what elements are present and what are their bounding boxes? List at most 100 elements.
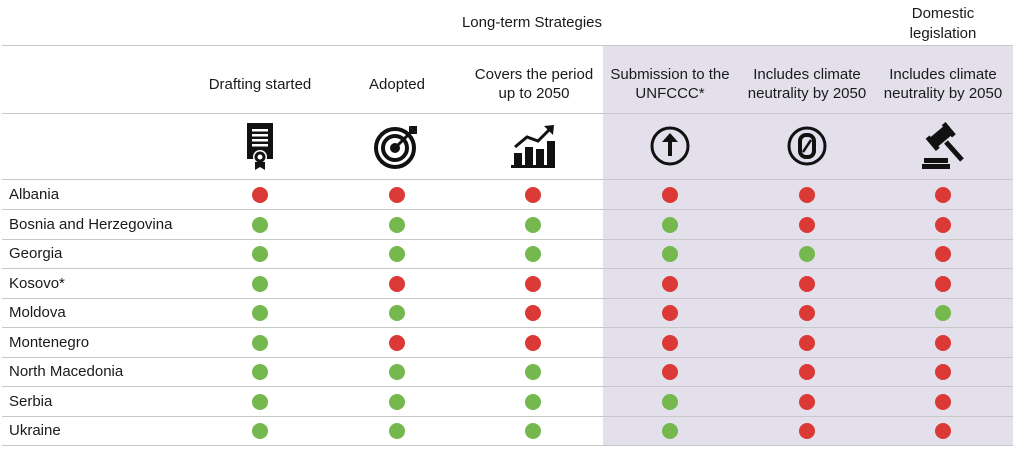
divider bbox=[2, 45, 1013, 46]
status-dot-red bbox=[935, 187, 951, 203]
upload-arrow-icon bbox=[645, 120, 695, 172]
status-dot-green bbox=[252, 275, 268, 292]
row-divider bbox=[2, 297, 1013, 299]
country-name: Albania bbox=[9, 186, 60, 203]
status-dot-red bbox=[389, 334, 405, 351]
divider bbox=[2, 113, 1013, 114]
status-dot-green bbox=[525, 393, 541, 410]
column-header: Covers the period up to 2050 bbox=[474, 66, 594, 102]
country-name: Kosovo* bbox=[9, 274, 65, 292]
status-dot-green bbox=[252, 364, 268, 380]
status-dot-red bbox=[525, 305, 541, 321]
status-dot-red bbox=[525, 334, 541, 351]
status-dot-green bbox=[662, 393, 678, 410]
status-dot-red bbox=[799, 216, 815, 233]
status-dot-green bbox=[389, 305, 405, 321]
status-dot-green bbox=[389, 423, 405, 439]
table-row: Montenegro bbox=[0, 328, 1013, 358]
status-dot-green bbox=[662, 423, 678, 439]
status-dot-red bbox=[799, 423, 815, 439]
growth-chart-icon bbox=[508, 120, 558, 172]
row-divider bbox=[2, 209, 1013, 210]
status-dot-green bbox=[389, 364, 405, 380]
status-dot-green bbox=[525, 423, 541, 439]
column-header: Drafting started bbox=[208, 75, 312, 93]
column-header: Adopted bbox=[369, 75, 425, 93]
column-header: Includes climate neutrality by 2050 bbox=[747, 66, 867, 102]
status-dot-red bbox=[389, 275, 405, 292]
status-dot-red bbox=[935, 393, 951, 410]
status-dot-green bbox=[252, 216, 268, 233]
column-header: Submission to the UNFCCC* bbox=[610, 66, 730, 102]
status-dot-red bbox=[935, 334, 951, 351]
group-header-long-term-strategies: Long-term Strategies bbox=[461, 14, 603, 31]
status-dot-red bbox=[799, 393, 815, 410]
table-row: Moldova bbox=[0, 298, 1013, 328]
table-row: Ukraine bbox=[0, 416, 1013, 446]
row-divider bbox=[2, 268, 1013, 269]
country-name: Moldova bbox=[9, 304, 66, 321]
status-dot-red bbox=[935, 246, 951, 262]
status-dot-red bbox=[525, 275, 541, 292]
certificate-document-icon bbox=[235, 120, 285, 172]
row-divider bbox=[2, 415, 1013, 417]
zero-icon bbox=[782, 120, 832, 172]
row-divider bbox=[2, 356, 1013, 358]
status-dot-red bbox=[662, 187, 678, 203]
status-dot-red bbox=[935, 275, 951, 292]
status-dot-green bbox=[662, 246, 678, 262]
table-row: Kosovo* bbox=[0, 269, 1013, 299]
column-header: Includes climate neutrality by 2050 bbox=[883, 66, 1003, 102]
country-name: North Macedonia bbox=[9, 363, 124, 380]
divider bbox=[2, 179, 1013, 180]
status-dot-red bbox=[662, 334, 678, 351]
table-row: Albania bbox=[0, 180, 1013, 210]
status-dot-red bbox=[799, 364, 815, 380]
status-dot-red bbox=[935, 364, 951, 380]
row-divider bbox=[2, 238, 1013, 240]
country-name: Ukraine bbox=[9, 422, 61, 439]
status-dot-red bbox=[525, 187, 541, 203]
status-dot-red bbox=[799, 275, 815, 292]
group-header-domestic-legislation: Domestic legislation bbox=[873, 4, 1013, 44]
status-dot-green bbox=[389, 393, 405, 410]
status-dot-red bbox=[252, 187, 268, 203]
gavel-icon bbox=[918, 120, 968, 172]
group-header-domestic-line1: Domestic bbox=[911, 5, 975, 22]
status-dot-green bbox=[252, 246, 268, 262]
row-divider bbox=[2, 445, 1013, 446]
row-divider bbox=[2, 327, 1013, 328]
status-dot-green bbox=[389, 246, 405, 262]
status-dot-green bbox=[252, 393, 268, 410]
status-dot-green bbox=[389, 216, 405, 233]
status-dot-red bbox=[799, 334, 815, 351]
status-dot-red bbox=[935, 423, 951, 439]
status-dot-red bbox=[799, 187, 815, 203]
country-name: Serbia bbox=[9, 392, 53, 410]
status-dot-red bbox=[935, 216, 951, 233]
table-row: North Macedonia bbox=[0, 357, 1013, 387]
table-row: Bosnia and Herzegovina bbox=[0, 210, 1013, 240]
row-divider bbox=[2, 386, 1013, 387]
target-icon bbox=[372, 120, 422, 172]
status-dot-red bbox=[662, 364, 678, 380]
status-dot-red bbox=[662, 275, 678, 292]
status-dot-green bbox=[525, 246, 541, 262]
status-dot-red bbox=[662, 305, 678, 321]
country-name: Montenegro bbox=[9, 333, 90, 351]
status-dot-green bbox=[935, 305, 951, 321]
status-dot-green bbox=[799, 246, 815, 262]
country-name: Bosnia and Herzegovina bbox=[9, 215, 173, 233]
status-dot-green bbox=[525, 216, 541, 233]
status-dot-green bbox=[252, 334, 268, 351]
country-name: Georgia bbox=[9, 245, 63, 262]
status-dot-green bbox=[252, 423, 268, 439]
group-header-domestic-line2: legislation bbox=[909, 25, 977, 42]
status-dot-red bbox=[799, 305, 815, 321]
status-dot-red bbox=[389, 187, 405, 203]
status-dot-green bbox=[252, 305, 268, 321]
table-row: Serbia bbox=[0, 387, 1013, 417]
status-dot-green bbox=[525, 364, 541, 380]
status-dot-green bbox=[662, 216, 678, 233]
table-row: Georgia bbox=[0, 239, 1013, 269]
